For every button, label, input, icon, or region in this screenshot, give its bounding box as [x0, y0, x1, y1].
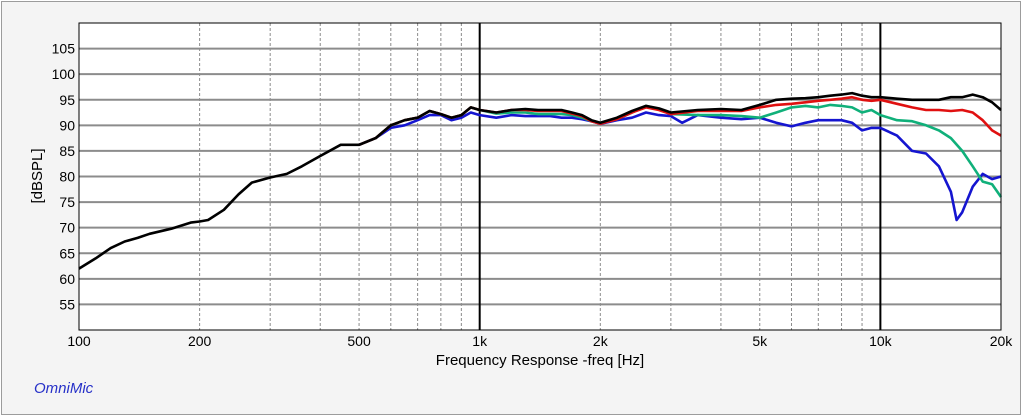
- series-line: [78, 91, 1002, 270]
- y-tick-label: 105: [52, 41, 76, 57]
- x-tick-labels: 100 200 500 1k 2k 5k 10k 20k: [67, 333, 1013, 349]
- x-tick-label: 200: [188, 333, 212, 349]
- x-tick-label: 5k: [752, 333, 768, 349]
- y-tick-label: 70: [59, 220, 75, 236]
- plot-border: [78, 22, 1002, 331]
- series-lines: [78, 91, 1003, 270]
- y-tick-label: 80: [59, 169, 75, 185]
- x-axis-label: Frequency Response -freq [Hz]: [436, 352, 644, 369]
- app-brand-label: OmniMic: [34, 380, 94, 397]
- y-tick-label: 85: [59, 143, 75, 159]
- x-tick-label: 500: [347, 333, 371, 349]
- y-tick-labels: 55 60 65 70 75 80 85 90 95 100 105: [52, 41, 76, 313]
- y-axis-label: [dBSPL]: [29, 148, 46, 203]
- y-tick-label: 65: [59, 245, 75, 261]
- y-tick-label: 100: [52, 66, 76, 82]
- y-tick-label: 75: [59, 194, 75, 210]
- series-line: [358, 111, 1002, 222]
- x-tick-label: 100: [67, 333, 91, 349]
- y-tick-label: 90: [59, 117, 75, 133]
- y-tick-label: 60: [59, 271, 75, 287]
- x-tick-label: 20k: [990, 333, 1014, 349]
- grid: [79, 23, 1001, 330]
- y-tick-label: 95: [59, 92, 75, 108]
- x-tick-label: 10k: [869, 333, 893, 349]
- x-tick-label: 1k: [472, 333, 488, 349]
- y-tick-label: 55: [59, 296, 75, 312]
- x-tick-label: 2k: [593, 333, 609, 349]
